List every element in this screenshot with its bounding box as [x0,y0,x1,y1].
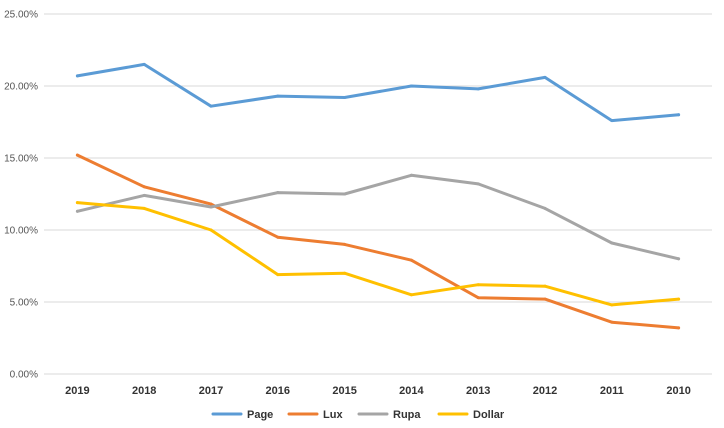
series-line [75,62,681,123]
data-point [677,257,681,261]
legend: Page Lux Rupa Dollar [211,409,505,421]
data-point [276,191,280,195]
x-tick-label: 2012 [533,385,557,397]
x-tick-label: 2013 [466,385,490,397]
x-tick-label: 2015 [332,385,356,397]
x-axis-ticks: 2019 2018 2017 2016 2015 2014 2013 2012 2011 2010 [65,385,691,397]
data-point [677,297,681,301]
series-lines [75,62,681,330]
data-point [677,113,681,117]
series-rupa [75,173,681,261]
series-line [75,201,681,307]
legend-item-lux: Lux [287,409,343,421]
data-point [75,153,79,157]
data-point [543,75,547,79]
x-tick-label: 2016 [266,385,290,397]
y-axis-ticks: 0.00% 5.00% 10.00% 15.00% 20.00% 25.00% [4,10,38,381]
data-point [543,284,547,288]
legend-item-dollar: Dollar [437,409,505,421]
series-lux [75,153,681,330]
data-point [610,303,614,307]
x-tick-label: 2011 [600,385,624,397]
data-point [209,228,213,232]
data-point [409,173,413,177]
data-point [543,297,547,301]
data-point [543,206,547,210]
data-point [343,271,347,275]
data-point [610,241,614,245]
series-dollar [75,201,681,307]
x-tick-label: 2017 [199,385,223,397]
y-tick-label: 15.00% [4,154,38,165]
data-point [276,94,280,98]
series-page [75,62,681,123]
data-point [610,119,614,123]
data-point [209,104,213,108]
series-line [75,153,681,330]
data-point [75,201,79,205]
legend-item-rupa: Rupa [357,409,421,421]
legend-label: Dollar [473,409,505,421]
x-tick-label: 2010 [666,385,690,397]
gridlines [44,13,712,375]
y-tick-label: 0.00% [10,370,38,381]
legend-label: Page [247,409,273,421]
data-point [677,326,681,330]
data-point [409,84,413,88]
y-tick-label: 20.00% [4,82,38,93]
x-tick-label: 2019 [65,385,89,397]
data-point [75,74,79,78]
data-point [476,296,480,300]
x-tick-label: 2018 [132,385,156,397]
data-point [276,235,280,239]
data-point [209,202,213,206]
legend-item-page: Page [211,409,273,421]
data-point [75,209,79,213]
legend-label: Rupa [393,409,421,421]
data-point [343,192,347,196]
data-point [142,62,146,66]
series-line [75,173,681,261]
legend-label: Lux [323,409,343,421]
data-point [142,193,146,197]
y-tick-label: 10.00% [4,226,38,237]
y-tick-label: 5.00% [10,298,38,309]
data-point [476,182,480,186]
data-point [343,96,347,100]
y-tick-label: 25.00% [4,10,38,21]
data-point [476,87,480,91]
data-point [209,205,213,209]
data-point [276,273,280,277]
x-tick-label: 2014 [399,385,424,397]
data-point [476,283,480,287]
data-point [343,242,347,246]
data-point [142,185,146,189]
data-point [409,293,413,297]
data-point [610,320,614,324]
data-point [142,206,146,210]
data-point [409,258,413,262]
